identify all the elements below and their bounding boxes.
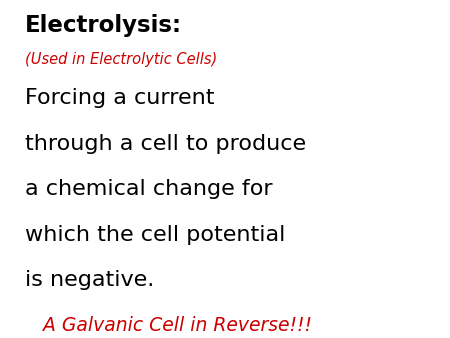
Text: a chemical change for: a chemical change for [25,179,272,199]
Text: is negative.: is negative. [25,270,154,290]
Text: A Galvanic Cell in Reverse!!!: A Galvanic Cell in Reverse!!! [43,316,312,335]
Text: which the cell potential: which the cell potential [25,225,285,245]
Text: Electrolysis:: Electrolysis: [25,14,182,37]
Text: through a cell to produce: through a cell to produce [25,134,306,153]
Text: Forcing a current: Forcing a current [25,88,214,108]
Text: (Used in Electrolytic Cells): (Used in Electrolytic Cells) [25,52,217,67]
